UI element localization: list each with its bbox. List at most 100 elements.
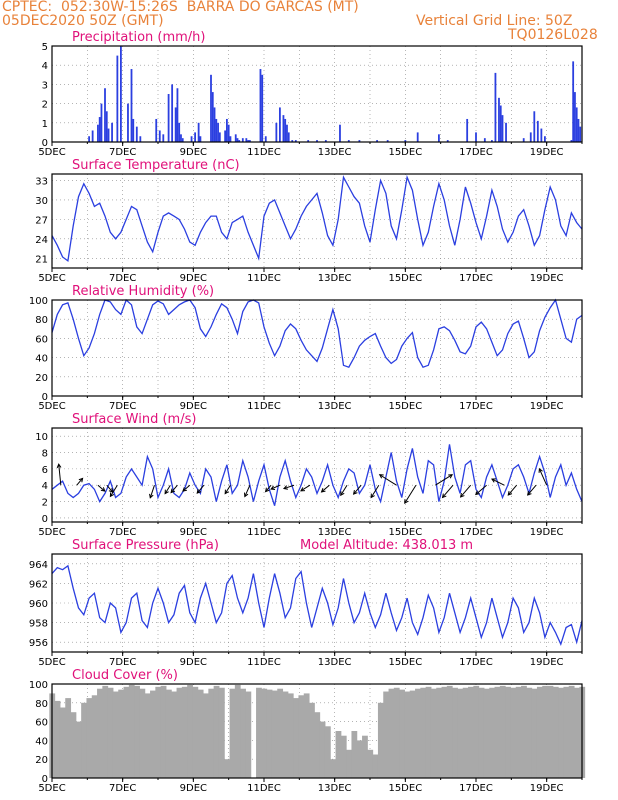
cloud-bar <box>515 686 522 778</box>
cloud-bar <box>531 688 538 778</box>
wind-arrow <box>283 484 295 490</box>
precip-bar <box>88 136 90 142</box>
pres-title: Surface Pressure (hPa) <box>72 538 219 553</box>
wind-ytick-label: 10 <box>35 432 48 443</box>
precip-ytick-label: 2 <box>42 100 48 111</box>
station-header: CPTEC: 052:30W-15:26S BARRA DO GARCAS (M… <box>2 0 359 15</box>
cloud-bar <box>107 687 114 778</box>
precip-bar <box>574 92 576 142</box>
pres-xtick-label: 7DEC <box>109 657 136 668</box>
precip-bar <box>579 126 582 142</box>
precip-bar <box>130 69 133 142</box>
precip-bar <box>324 140 327 142</box>
precip-xtick-label: 17DEC <box>459 147 493 158</box>
precip-bar <box>499 105 502 142</box>
forecast-date: 05DEC2020 50Z (GMT) <box>2 13 164 29</box>
cloud-bar <box>340 735 347 778</box>
rh-xtick-label: 13DEC <box>318 401 352 412</box>
precip-bar <box>104 88 106 142</box>
wind-arrow <box>149 485 155 498</box>
cloud-bar <box>377 702 384 778</box>
precip-bar <box>194 132 196 142</box>
cloud-bar <box>441 686 448 778</box>
cloud-bar <box>81 702 87 778</box>
rh-xtick-label: 17DEC <box>459 401 493 412</box>
wind-ytick-label: 2 <box>42 498 48 509</box>
cloud-bar <box>558 687 564 778</box>
wind-arrow <box>170 484 178 493</box>
cloud-bar <box>112 691 119 778</box>
cloud-ytick-label: 40 <box>35 736 48 747</box>
cloud-bar <box>367 749 374 778</box>
precip-bar <box>181 138 184 142</box>
precip-bar <box>483 138 486 142</box>
pres-ytick-label: 964 <box>29 560 48 571</box>
precip-bar <box>215 118 218 142</box>
precip-ytick-label: 4 <box>42 61 48 72</box>
wind-arrow <box>224 484 231 494</box>
precip-xtick-label: 15DEC <box>388 147 422 158</box>
rh-ytick-label: 60 <box>35 334 48 345</box>
wind-arrow-head <box>109 492 115 498</box>
precip-bar <box>100 103 103 142</box>
wind-arrow <box>460 484 472 498</box>
temp-xtick-label: 17DEC <box>459 273 493 284</box>
rh-xtick-label: 9DEC <box>180 401 207 412</box>
wind-arrow-head <box>244 492 249 498</box>
temp-frame <box>51 173 583 269</box>
temp-ytick-label: 21 <box>35 254 48 265</box>
cloud-bar <box>86 698 93 778</box>
temp-ytick-label: 27 <box>35 215 48 226</box>
wind-series-line <box>51 444 583 506</box>
wind-arrow <box>527 484 537 496</box>
cloud-bar <box>489 687 496 778</box>
cloud-ytick-label: 60 <box>35 718 48 729</box>
temp-ytick-label: 33 <box>35 176 48 187</box>
precip-bar <box>176 88 179 142</box>
cloud-bar <box>399 689 405 778</box>
precip-bar <box>171 84 174 142</box>
precip-bar <box>577 118 580 142</box>
wind-arrow <box>404 484 417 504</box>
precip-bar <box>259 69 262 142</box>
pres-xtick-label: 5DEC <box>38 657 65 668</box>
wind-arrow-head <box>264 487 270 493</box>
rh-ytick-label: 20 <box>35 373 48 384</box>
cloud-bar <box>208 688 215 778</box>
precip-bar <box>127 103 129 142</box>
wind-arrow-head <box>507 491 513 496</box>
cloud-bar <box>293 698 299 778</box>
precip-bar <box>135 126 138 142</box>
precip-bar <box>376 140 378 142</box>
precip-bar <box>279 107 281 142</box>
precip-bar <box>248 140 251 142</box>
cloud-bar <box>563 686 570 778</box>
wind-arrow <box>353 484 362 495</box>
wind-arrow-head <box>196 489 202 494</box>
cloud-bar <box>134 685 140 778</box>
precip-bar <box>529 132 532 142</box>
precip-bar <box>98 117 101 142</box>
precip-ytick-label: 5 <box>42 42 48 53</box>
precip-ytick-label: 3 <box>42 80 48 91</box>
rh-xtick-label: 19DEC <box>530 401 564 412</box>
cloud-bar <box>181 686 188 778</box>
temp-series-line <box>51 174 583 263</box>
precip-bar <box>199 136 202 142</box>
precip-bar <box>211 92 214 142</box>
cloud-bar <box>229 688 236 778</box>
cloud-bar <box>351 731 358 778</box>
temp-xtick-label: 7DEC <box>109 273 136 284</box>
precip-bar <box>197 122 200 142</box>
wind-arrow-head <box>459 492 465 498</box>
cloud-bar <box>59 707 66 778</box>
cloud-bar <box>425 686 432 778</box>
rh-title: Relative Humidity (%) <box>72 284 214 299</box>
pres-subtitle: Model Altitude: 438.013 m <box>300 538 473 553</box>
precip-bar <box>226 118 228 142</box>
wind-ytick-label: 0 <box>42 514 48 525</box>
wind-arrow <box>265 484 272 492</box>
cloud-bar <box>494 686 501 778</box>
pres-xtick-label: 11DEC <box>247 657 281 668</box>
